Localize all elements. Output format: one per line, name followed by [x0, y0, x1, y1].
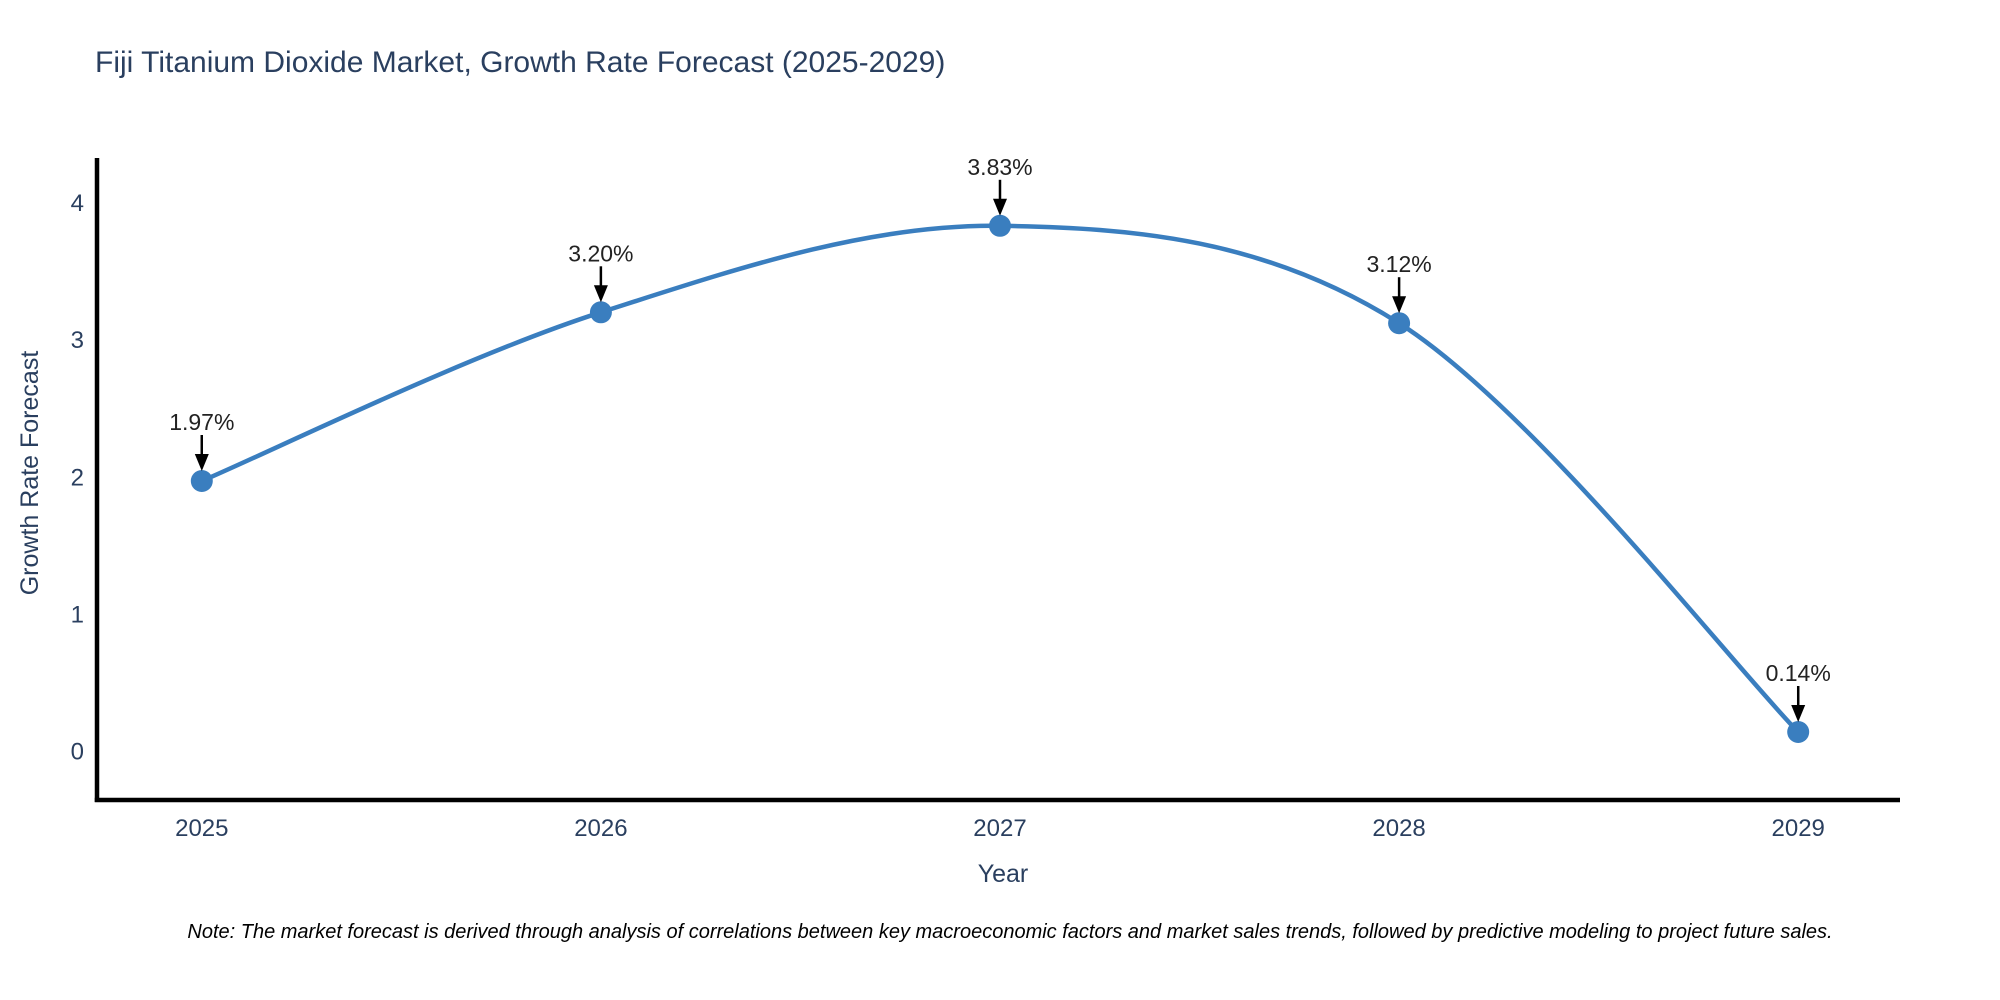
x-tick-label: 2026: [574, 815, 627, 842]
data-point-marker: [1787, 721, 1810, 743]
x-tick-label: 2027: [973, 815, 1026, 842]
data-point-marker: [589, 301, 612, 324]
y-tick-label: 2: [71, 464, 84, 491]
annotation-arrowhead: [194, 454, 209, 471]
annotation-label: 3.12%: [1366, 251, 1431, 277]
y-tick-label: 4: [71, 190, 84, 217]
chart-title: Fiji Titanium Dioxide Market, Growth Rat…: [95, 46, 945, 79]
x-axis-title: Year: [978, 860, 1029, 888]
y-tick-label: 0: [71, 739, 84, 766]
x-tick-label: 2025: [175, 815, 228, 842]
annotation-label: 3.83%: [967, 154, 1032, 180]
data-point-marker: [989, 214, 1011, 237]
footnote: Note: The market forecast is derived thr…: [187, 921, 1832, 943]
x-tick-label: 2028: [1372, 815, 1425, 842]
y-tick-label: 3: [71, 327, 84, 354]
annotation-label: 0.14%: [1766, 660, 1831, 686]
annotation-arrowhead: [1392, 296, 1407, 314]
annotation-arrowhead: [593, 285, 608, 303]
annotation-arrowhead: [993, 198, 1007, 216]
annotation-arrowhead: [1791, 705, 1806, 722]
data-point-marker: [190, 470, 213, 492]
y-axis-title: Growth Rate Forecast: [16, 351, 44, 596]
data-point-marker: [1388, 312, 1411, 335]
x-axis-tick-labels: 2025 2026 2027 2028 2029: [175, 815, 1825, 842]
annotation-label: 1.97%: [169, 409, 234, 435]
series-line: [200, 223, 1800, 734]
annotation-label: 3.20%: [568, 240, 633, 266]
y-tick-label: 1: [71, 602, 84, 629]
plot-layer: 1.97% 3.20% 3.83% 3.12% 0.14%: [169, 154, 1831, 743]
x-tick-label: 2029: [1772, 815, 1825, 842]
y-axis-tick-labels: 0 1 2 3 4: [71, 190, 84, 766]
